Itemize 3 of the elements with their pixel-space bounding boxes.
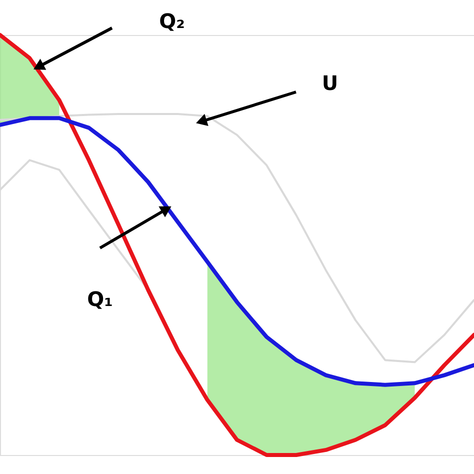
annotation: U bbox=[322, 71, 338, 95]
text: Q₂ bbox=[159, 9, 185, 33]
annotation: Q₁ bbox=[87, 287, 113, 311]
